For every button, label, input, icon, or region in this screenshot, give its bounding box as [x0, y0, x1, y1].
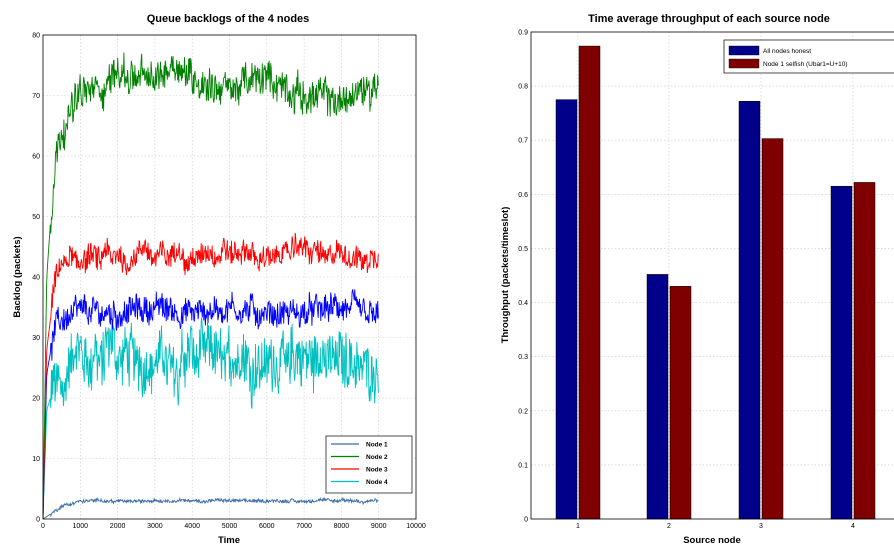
x-tick-label: 6000 [259, 523, 275, 530]
y-tick-label: 0 [36, 517, 40, 524]
throughput-chart-x-label: Source node [683, 535, 741, 546]
y-tick-label: 60 [32, 154, 40, 161]
x-tick-label: 1000 [73, 523, 89, 530]
y-tick-label: 0.3 [518, 354, 528, 361]
y-tick-label: 0.1 [518, 462, 528, 469]
series-line [42, 496, 379, 520]
backlog-chart-grid [43, 35, 416, 519]
x-tick-label: 0 [41, 523, 45, 530]
legend-swatch [728, 45, 760, 56]
x-tick-label: 3000 [147, 523, 163, 530]
x-tick-label: 4 [851, 523, 855, 530]
y-tick-label: 0.8 [518, 84, 528, 91]
legend-label: Node 3 [366, 467, 388, 474]
throughput-chart-legend: All nodes honest Node 1 selfish (Ubar1=U+… [723, 39, 894, 74]
x-tick-label: 2000 [110, 523, 126, 530]
y-tick-label: 0.2 [518, 408, 528, 415]
y-tick-label: 0.9 [518, 30, 528, 37]
bar [761, 138, 784, 520]
legend-label: Node 1 selfish (Ubar1=U+10) [763, 61, 848, 68]
y-tick-label: 80 [32, 33, 40, 40]
backlog-chart-x-ticks: 0 1000 2000 3000 4000 5000 6000 7000 8000 9000 100… [41, 523, 426, 530]
y-tick-label: 0.4 [518, 300, 528, 307]
bar [669, 286, 692, 520]
x-tick-label: 7000 [296, 523, 312, 530]
bar [853, 182, 876, 520]
x-tick-label: 8000 [334, 523, 350, 530]
y-tick-label: 30 [32, 335, 40, 342]
series-line [42, 52, 379, 520]
legend-label: Node 1 [366, 442, 388, 449]
y-tick-label: 10 [32, 456, 40, 463]
bar [738, 101, 761, 520]
throughput-chart-plot-area [530, 31, 894, 520]
backlog-chart-lines [42, 52, 379, 520]
x-tick-label: 9000 [371, 523, 387, 530]
backlog-chart-y-ticks: 0 10 20 30 40 50 60 70 80 [32, 33, 40, 524]
throughput-chart-y-label: Throughput (packets/timeslot) [500, 207, 511, 344]
throughput-chart-legend-items: All nodes honest Node 1 selfish (Ubar1=U+… [728, 45, 848, 69]
legend-label: Node 4 [366, 479, 388, 486]
bar [555, 99, 578, 520]
throughput-chart: Time average throughput of each source n… [500, 13, 894, 546]
bar [646, 274, 669, 520]
series-line [42, 232, 379, 520]
x-tick-label: 10000 [406, 523, 426, 530]
backlog-chart-legend-box [325, 435, 413, 494]
backlog-chart-x-label: Time [218, 535, 240, 546]
backlog-chart-legend-items: Node 1 Node 2 Node 3 Node 4 [331, 442, 388, 486]
backlog-chart-legend: Node 1 Node 2 Node 3 Node 4 [325, 435, 413, 494]
legend-label: Node 2 [366, 454, 388, 461]
backlog-chart: Queue backlogs of the 4 nodes 0 1000 2000 3… [12, 13, 426, 546]
x-tick-label: 2 [667, 523, 671, 530]
legend-swatch [728, 58, 760, 69]
backlog-chart-title: Queue backlogs of the 4 nodes [147, 13, 310, 25]
x-tick-label: 3 [759, 523, 763, 530]
backlog-chart-y-label: Backlog (packets) [12, 236, 23, 317]
bar [830, 185, 853, 520]
throughput-chart-y-ticks: 0 0.1 0.2 0.3 0.4 0.5 0.6 0.7 0.8 0.9 [518, 30, 528, 524]
x-tick-label: 1 [576, 523, 580, 530]
y-tick-label: 0 [524, 517, 528, 524]
series-line [42, 289, 379, 520]
y-tick-label: 50 [32, 214, 40, 221]
y-tick-label: 70 [32, 93, 40, 100]
legend-label: All nodes honest [763, 48, 811, 55]
y-tick-label: 0.5 [518, 246, 528, 253]
y-tick-label: 0.6 [518, 192, 528, 199]
y-tick-label: 0.7 [518, 138, 528, 145]
x-tick-label: 4000 [184, 523, 200, 530]
series-line [42, 317, 379, 520]
throughput-chart-x-ticks: 1 2 3 4 [576, 523, 855, 530]
bar [578, 45, 601, 520]
y-tick-label: 20 [32, 396, 40, 403]
x-tick-label: 5000 [222, 523, 238, 530]
throughput-chart-title: Time average throughput of each source n… [588, 13, 830, 25]
throughput-chart-bars [555, 45, 876, 520]
y-tick-label: 40 [32, 275, 40, 282]
backlog-chart-plot-area [42, 34, 417, 520]
